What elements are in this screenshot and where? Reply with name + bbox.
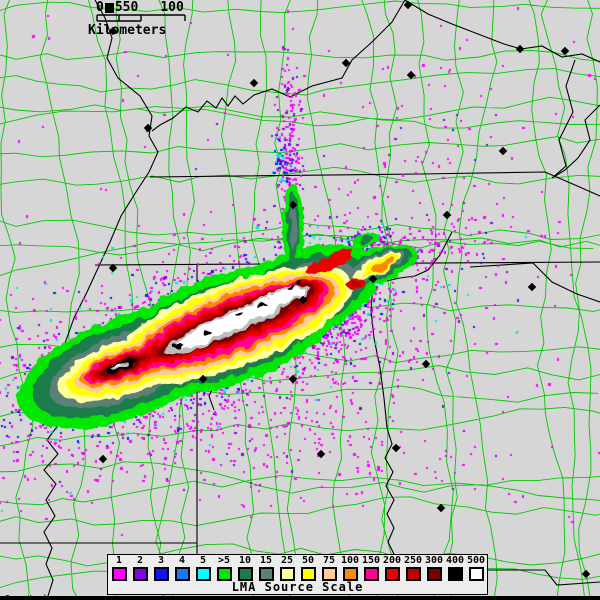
scale-bar: 0 550 100 Kilometers — [88, 1, 191, 38]
scale-left-label: 0 — [96, 0, 104, 15]
legend-entry-label: 75 — [322, 555, 336, 566]
legend-entry-swatch — [384, 567, 400, 581]
legend-entry-label: 100 — [340, 555, 360, 566]
legend-entry-label: 5 — [199, 555, 207, 566]
legend-entry-250: 250 — [403, 555, 423, 581]
source-scale-legend: 1 2 3 4 5 >5 10 15 25 50 75 100 150 200 250 300 400 500 L… — [107, 554, 488, 595]
legend-entry-2: 2 — [132, 555, 148, 581]
legend-entry-swatch — [153, 567, 169, 581]
legend-entry-swatch — [132, 567, 148, 581]
scale-bar-numbers: 0 550 100 — [96, 0, 199, 15]
legend-entry-swatch — [237, 567, 253, 581]
legend-entry-400: 400 — [445, 555, 465, 581]
legend-title: LMA Source Scale — [231, 580, 364, 594]
legend-entry-swatch — [447, 567, 463, 581]
legend-entry-label: 2 — [136, 555, 144, 566]
legend-entry-swatch — [405, 567, 421, 581]
legend-entry-label: 50 — [301, 555, 315, 566]
legend-entry-swatch — [468, 567, 484, 581]
scale-bar-bracket — [96, 14, 186, 22]
legend-entry-label: 25 — [280, 555, 294, 566]
legend-entry-swatch — [426, 567, 442, 581]
legend-entry-swatch — [342, 567, 358, 581]
legend-entry-150: 150 — [361, 555, 381, 581]
scale-mid-label: 550 — [114, 0, 139, 15]
legend-entry-label: 200 — [382, 555, 402, 566]
legend-entry-swatch — [111, 567, 127, 581]
legend-entry-75: 75 — [321, 555, 337, 581]
legend-entry-15: 15 — [258, 555, 274, 581]
legend-entry-25: 25 — [279, 555, 295, 581]
scale-right-label: 100 — [160, 0, 184, 15]
legend-entry-label: 10 — [238, 555, 252, 566]
legend-entry-10: 10 — [237, 555, 253, 581]
legend-entries: 1 2 3 4 5 >5 10 15 25 50 75 100 150 200 250 300 400 500 — [108, 555, 487, 581]
legend-entry-500: 500 — [466, 555, 486, 581]
map-bottom-border — [0, 596, 600, 600]
legend-entry-5: 5 — [195, 555, 211, 581]
legend-entry-label: 4 — [178, 555, 186, 566]
legend-entry-gt5: >5 — [216, 555, 232, 581]
scale-bar-filled-segment — [104, 3, 114, 13]
legend-entry-4: 4 — [174, 555, 190, 581]
legend-entry-3: 3 — [153, 555, 169, 581]
legend-entry-label: 3 — [157, 555, 165, 566]
scale-units-label: Kilometers — [88, 23, 167, 38]
legend-entry-50: 50 — [300, 555, 316, 581]
legend-entry-swatch — [300, 567, 316, 581]
legend-entry-100: 100 — [340, 555, 360, 581]
legend-entry-label: 1 — [115, 555, 123, 566]
legend-entry-label: 15 — [259, 555, 273, 566]
legend-entry-1: 1 — [111, 555, 127, 581]
legend-entry-200: 200 — [382, 555, 402, 581]
legend-entry-label: 400 — [445, 555, 465, 566]
legend-entry-label: 250 — [403, 555, 423, 566]
legend-entry-label: 300 — [424, 555, 444, 566]
legend-entry-swatch — [258, 567, 274, 581]
legend-entry-label: 150 — [361, 555, 381, 566]
legend-entry-swatch — [216, 567, 232, 581]
legend-entry-swatch — [195, 567, 211, 581]
storm-density-blobs — [18, 184, 418, 429]
legend-entry-swatch — [363, 567, 379, 581]
legend-entry-label: >5 — [217, 555, 231, 566]
legend-entry-label: 500 — [466, 555, 486, 566]
legend-entry-swatch — [279, 567, 295, 581]
legend-entry-swatch — [174, 567, 190, 581]
legend-entry-300: 300 — [424, 555, 444, 581]
legend-entry-swatch — [321, 567, 337, 581]
